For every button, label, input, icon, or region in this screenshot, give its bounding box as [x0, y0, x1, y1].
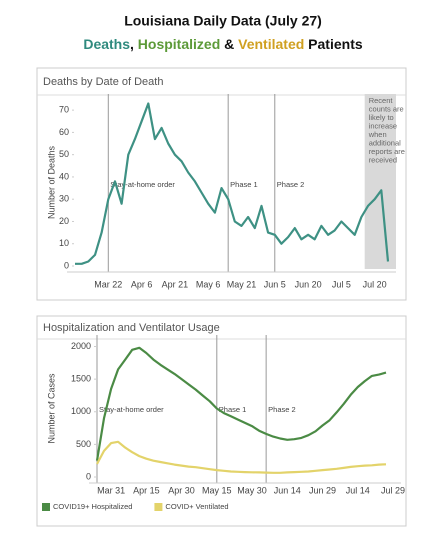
y-tick-label: 70 — [59, 105, 69, 115]
x-tick-label: May 30 — [237, 485, 267, 495]
x-tick-label: May 6 — [196, 279, 221, 289]
panel — [36, 67, 407, 301]
subtitle-part: , — [130, 36, 138, 52]
subtitle-part: & — [220, 36, 238, 52]
x-tick-label: Jul 5 — [332, 279, 351, 289]
x-tick-label: May 15 — [202, 485, 232, 495]
x-tick-label: Apr 6 — [131, 279, 153, 289]
data-line — [96, 440, 387, 474]
event-label: Phase 1 — [219, 405, 247, 414]
data-line — [75, 102, 390, 265]
event-label: Stay-at-home order — [110, 180, 175, 189]
x-tick-label: May 21 — [227, 279, 257, 289]
event-label: Phase 2 — [277, 180, 305, 189]
x-tick-label: Apr 30 — [168, 485, 195, 495]
page-subtitle: Deaths, Hospitalized & Ventilated Patien… — [83, 36, 363, 52]
y-axis-label: Number of Deaths — [46, 145, 56, 219]
note-text: increase — [369, 121, 397, 130]
x-tick-label: Mar 22 — [94, 279, 122, 289]
note-text: additional — [369, 138, 401, 147]
x-tick-label: Jun 20 — [295, 279, 322, 289]
x-tick-label: Jul 29 — [381, 485, 405, 495]
legend-swatch — [154, 503, 163, 511]
y-tick-label: 2000 — [71, 341, 91, 351]
subtitle-part: Hospitalized — [138, 36, 220, 52]
x-tick-label: Apr 21 — [162, 279, 189, 289]
note-text: likely to — [369, 113, 394, 122]
y-tick-label: 10 — [59, 238, 69, 248]
subtitle-part: Deaths — [83, 36, 130, 52]
event-label: Phase 2 — [268, 405, 296, 414]
event-label: Stay-at-home order — [99, 405, 164, 414]
y-tick-label: 50 — [59, 149, 69, 159]
x-tick-label: Jun 14 — [274, 485, 301, 495]
note-text: when — [368, 130, 387, 139]
y-axis-label: Number of Cases — [46, 373, 56, 444]
subtitle-part: Ventilated — [238, 36, 304, 52]
chart-title: Hospitalization and Ventilator Usage — [43, 322, 220, 334]
chart-title: Deaths by Date of Death — [43, 76, 163, 88]
note-text: counts are — [369, 104, 404, 113]
y-tick-label: 0 — [64, 260, 69, 270]
x-tick-label: Apr 15 — [133, 485, 160, 495]
x-tick-label: Jul 14 — [346, 485, 370, 495]
x-tick-label: Jul 20 — [363, 279, 387, 289]
event-label: Phase 1 — [230, 180, 258, 189]
legend-label: COVID19+ Hospitalized — [53, 502, 132, 511]
y-tick-label: 0 — [86, 471, 91, 481]
y-tick-label: 500 — [76, 439, 91, 449]
panel — [36, 315, 407, 527]
note-text: Recent — [369, 96, 394, 105]
subtitle-part: Patients — [304, 36, 363, 52]
y-tick-label: 20 — [59, 216, 69, 226]
x-tick-label: Jun 5 — [264, 279, 286, 289]
note-text: reports are — [369, 147, 405, 156]
x-tick-label: Mar 31 — [97, 485, 125, 495]
y-tick-label: 1000 — [71, 406, 91, 416]
note-text: received — [369, 155, 397, 164]
x-tick-label: Jun 29 — [309, 485, 336, 495]
y-tick-label: 1500 — [71, 374, 91, 384]
page-title: Louisiana Daily Data (July 27) — [124, 13, 322, 29]
y-tick-label: 30 — [59, 194, 69, 204]
data-line — [95, 346, 387, 461]
y-tick-label: 60 — [59, 127, 69, 137]
legend-swatch — [42, 503, 50, 511]
legend-label: COVID+ Ventilated — [165, 502, 228, 511]
shaded-region — [364, 94, 396, 269]
y-tick-label: 40 — [59, 171, 69, 181]
